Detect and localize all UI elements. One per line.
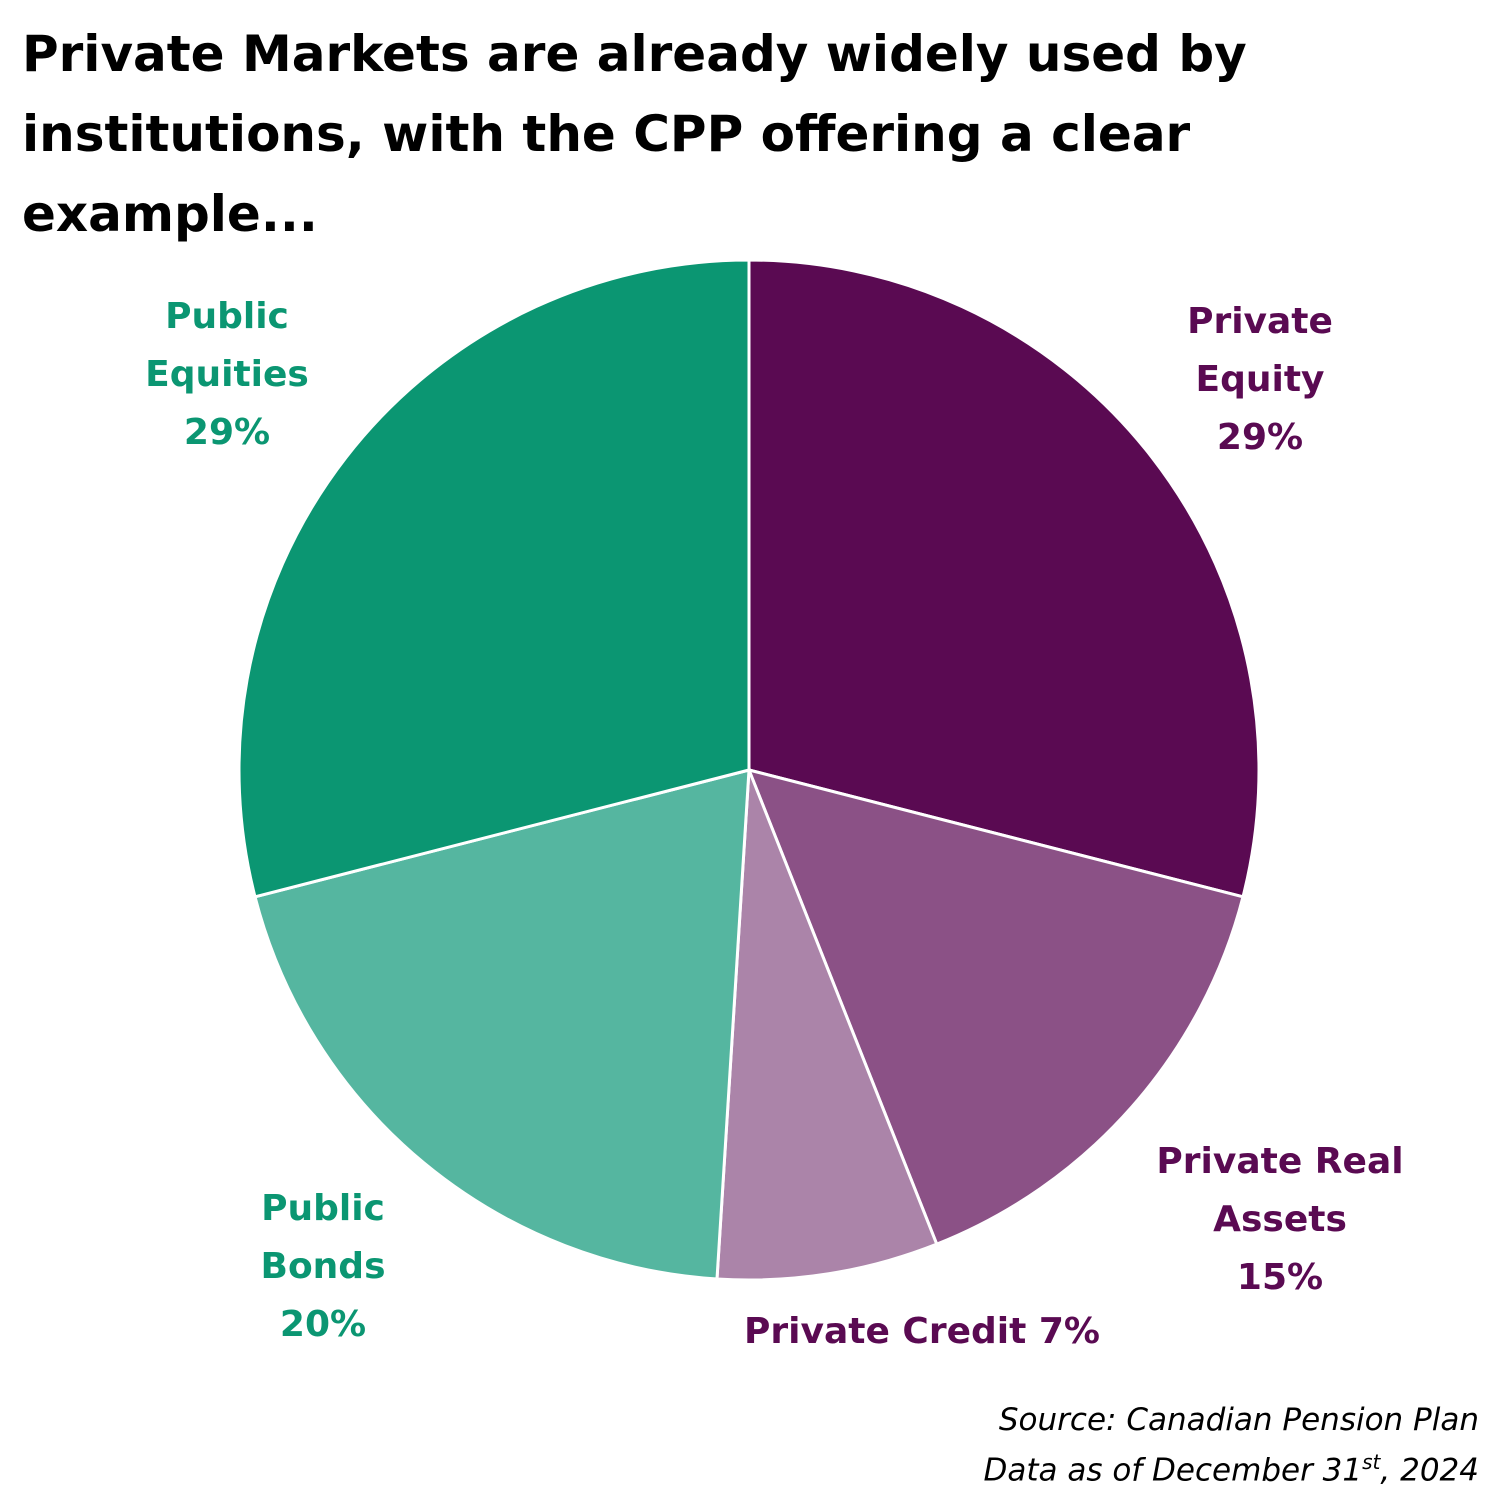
- date-suffix: st: [1362, 1450, 1381, 1474]
- slice-label: Private Real Assets 15%: [1145, 1133, 1415, 1307]
- value-label: 29%: [1216, 417, 1304, 458]
- pie-slice: [253, 768, 751, 1281]
- pie-slice: [237, 258, 751, 899]
- value-label: 15%: [1236, 1257, 1324, 1298]
- value-label: 20%: [279, 1304, 367, 1345]
- pie-slice: [747, 258, 1261, 899]
- slice-label: Private Credit 7%: [712, 1303, 1132, 1361]
- category-label: Public Bonds: [260, 1188, 386, 1287]
- source-note: Source: Canadian Pension Plan: [998, 1402, 1479, 1438]
- category-label: Private Real Assets: [1156, 1141, 1404, 1240]
- value-label: 29%: [183, 412, 271, 453]
- category-label: Private Equity: [1187, 301, 1333, 400]
- category-label: Public Equities: [145, 296, 309, 395]
- slice-label: Public Bonds 20%: [223, 1180, 423, 1354]
- category-label: Private Credit: [744, 1311, 1027, 1352]
- pie-slice: [715, 769, 939, 1282]
- chart-title: Private Markets are already widely used …: [22, 25, 1247, 243]
- pie-slice: [746, 767, 1245, 1247]
- slice-label: Public Equities 29%: [127, 288, 327, 462]
- date-text: Data as of December 31: [983, 1452, 1363, 1489]
- slice-label: Private Equity 29%: [1160, 293, 1360, 467]
- date-note: Data as of December 31st, 2024: [983, 1450, 1479, 1488]
- value-label: 7%: [1038, 1311, 1100, 1352]
- date-text: , 2024: [1380, 1452, 1479, 1489]
